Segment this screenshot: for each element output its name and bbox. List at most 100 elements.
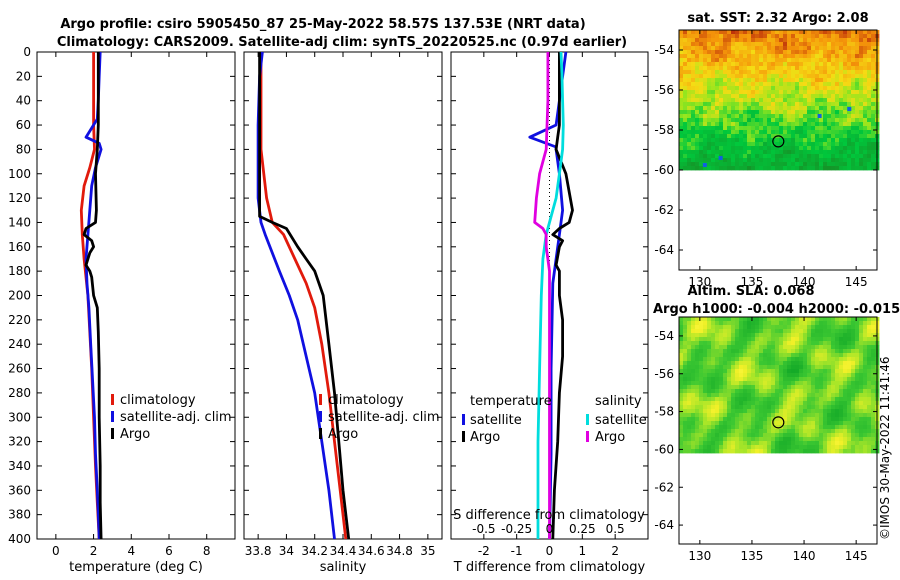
sst_map-heatmap-cell	[779, 74, 784, 79]
sst_map-heatmap-cell	[711, 86, 716, 91]
sla_map-heatmap-cell	[867, 437, 872, 442]
sla_map-heatmap-cell	[863, 409, 868, 414]
sst_map-heatmap-cell	[723, 118, 728, 123]
sla_map-heatmap-cell	[775, 373, 780, 378]
sla_map-heatmap-cell	[779, 345, 784, 350]
sla_map-heatmap-cell	[679, 417, 684, 422]
sla_map-heatmap-cell	[679, 361, 684, 366]
sst_map-heatmap-cell	[727, 162, 732, 167]
sla_map-heatmap-cell	[815, 397, 820, 402]
sla_map-heatmap-cell	[691, 421, 696, 426]
sla_map-heatmap-cell	[871, 341, 876, 346]
sla_map-heatmap-cell	[831, 341, 836, 346]
sst_map-heatmap-cell	[695, 94, 700, 99]
sla_map-heatmap-cell	[787, 357, 792, 362]
sla_map-heatmap-cell	[727, 317, 732, 322]
sla_map-heatmap-cell	[807, 381, 812, 386]
copyright-watermark: ©IMOS 30-May-2022 11:41:46	[878, 356, 892, 540]
sla_map-heatmap-cell	[779, 381, 784, 386]
sst_map-heatmap-cell	[687, 82, 692, 87]
sla_map-heatmap-cell	[863, 437, 868, 442]
sla_map-heatmap-cell	[731, 345, 736, 350]
sla_map-heatmap-cell	[803, 361, 808, 366]
sla_map-heatmap-cell	[691, 401, 696, 406]
sla_map-heatmap-cell	[687, 445, 692, 450]
sst_map-heatmap-cell	[791, 138, 796, 143]
sla_map-heatmap-cell	[687, 361, 692, 366]
sla_map-heatmap-cell	[823, 349, 828, 354]
sst_map-heatmap-cell	[855, 58, 860, 63]
sla_map-heatmap-cell	[847, 361, 852, 366]
sst_map-heatmap-cell	[787, 54, 792, 59]
sst_map-heatmap-cell	[783, 30, 788, 35]
sst_map-heatmap-cell	[755, 158, 760, 163]
sst_map-heatmap-cell	[767, 138, 772, 143]
sst_map-heatmap-cell	[835, 162, 840, 167]
sst_map-heatmap-cell	[723, 98, 728, 103]
sst_map-heatmap-cell	[831, 118, 836, 123]
sla_map-heatmap-cell	[791, 353, 796, 358]
sla_map-heatmap-cell	[795, 429, 800, 434]
sst_map-heatmap-cell	[827, 158, 832, 163]
sst_map-heatmap-cell	[799, 34, 804, 39]
sla_map-heatmap-cell	[763, 337, 768, 342]
sla_map-heatmap-cell	[863, 421, 868, 426]
sla_map-heatmap-cell	[859, 429, 864, 434]
sla_map-heatmap-cell	[691, 373, 696, 378]
sla_map-heatmap-cell	[839, 397, 844, 402]
sst_map-heatmap-cell	[851, 94, 856, 99]
sst_map-heatmap-cell	[763, 166, 768, 171]
sla_map-ytick-label: -62	[654, 480, 674, 494]
sla_map-heatmap-cell	[715, 381, 720, 386]
sst_map-heatmap-cell	[763, 34, 768, 39]
sst_map-heatmap-cell	[707, 134, 712, 139]
sla_map-heatmap-cell	[707, 397, 712, 402]
sst_map-heatmap-cell	[699, 66, 704, 71]
sla_map-heatmap-cell	[747, 329, 752, 334]
sla_map-heatmap-cell	[679, 353, 684, 358]
sla_map-heatmap-cell	[763, 397, 768, 402]
sst_map-heatmap-cell	[839, 142, 844, 147]
sla_map-heatmap-cell	[731, 349, 736, 354]
sla_map-heatmap-cell	[867, 381, 872, 386]
sla_map-heatmap-cell	[827, 349, 832, 354]
sst_map-heatmap-cell	[863, 102, 868, 107]
sst_map-heatmap-cell	[723, 158, 728, 163]
sst_map-heatmap-cell	[727, 102, 732, 107]
sla_map-heatmap-cell	[831, 441, 836, 446]
sla_map-heatmap-cell	[779, 333, 784, 338]
sla_map-heatmap-cell	[739, 377, 744, 382]
sst_map-heatmap-cell	[711, 50, 716, 55]
sst_map-heatmap-cell	[803, 74, 808, 79]
sla_map-heatmap-cell	[795, 353, 800, 358]
sla_map-heatmap-cell	[755, 421, 760, 426]
sla_map-heatmap-cell	[711, 345, 716, 350]
sla_map-heatmap-cell	[731, 333, 736, 338]
sst_map-heatmap-cell	[783, 162, 788, 167]
sst_map-heatmap-cell	[771, 106, 776, 111]
sst_map-heatmap-cell	[719, 70, 724, 75]
sst_map-heatmap-cell	[727, 166, 732, 171]
sst_map-heatmap-cell	[847, 98, 852, 103]
sla_map-heatmap-cell	[807, 385, 812, 390]
sla_map-heatmap-cell	[855, 385, 860, 390]
sla_map-heatmap-cell	[819, 445, 824, 450]
sst_map-heatmap-cell	[683, 78, 688, 83]
sla_map-heatmap-cell	[743, 401, 748, 406]
sst_map-heatmap-cell	[831, 138, 836, 143]
sst_map-heatmap-cell	[759, 114, 764, 119]
sla_map-heatmap-cell	[783, 413, 788, 418]
sla_map-heatmap-cell	[683, 417, 688, 422]
sla_map-heatmap-cell	[739, 329, 744, 334]
sst_map-heatmap-cell	[747, 114, 752, 119]
sst_map-heatmap-cell	[711, 162, 716, 167]
sst_map-heatmap-cell	[727, 50, 732, 55]
sst_map-heatmap-cell	[727, 142, 732, 147]
sst_map-heatmap-cell	[723, 30, 728, 35]
sla_map-heatmap-cell	[803, 401, 808, 406]
sst_map-heatmap-cell	[835, 70, 840, 75]
sst_map-heatmap-cell	[795, 58, 800, 63]
sst_map-heatmap-cell	[703, 70, 708, 75]
sst_map-heatmap-cell	[863, 166, 868, 171]
sla_map-heatmap-cell	[695, 377, 700, 382]
